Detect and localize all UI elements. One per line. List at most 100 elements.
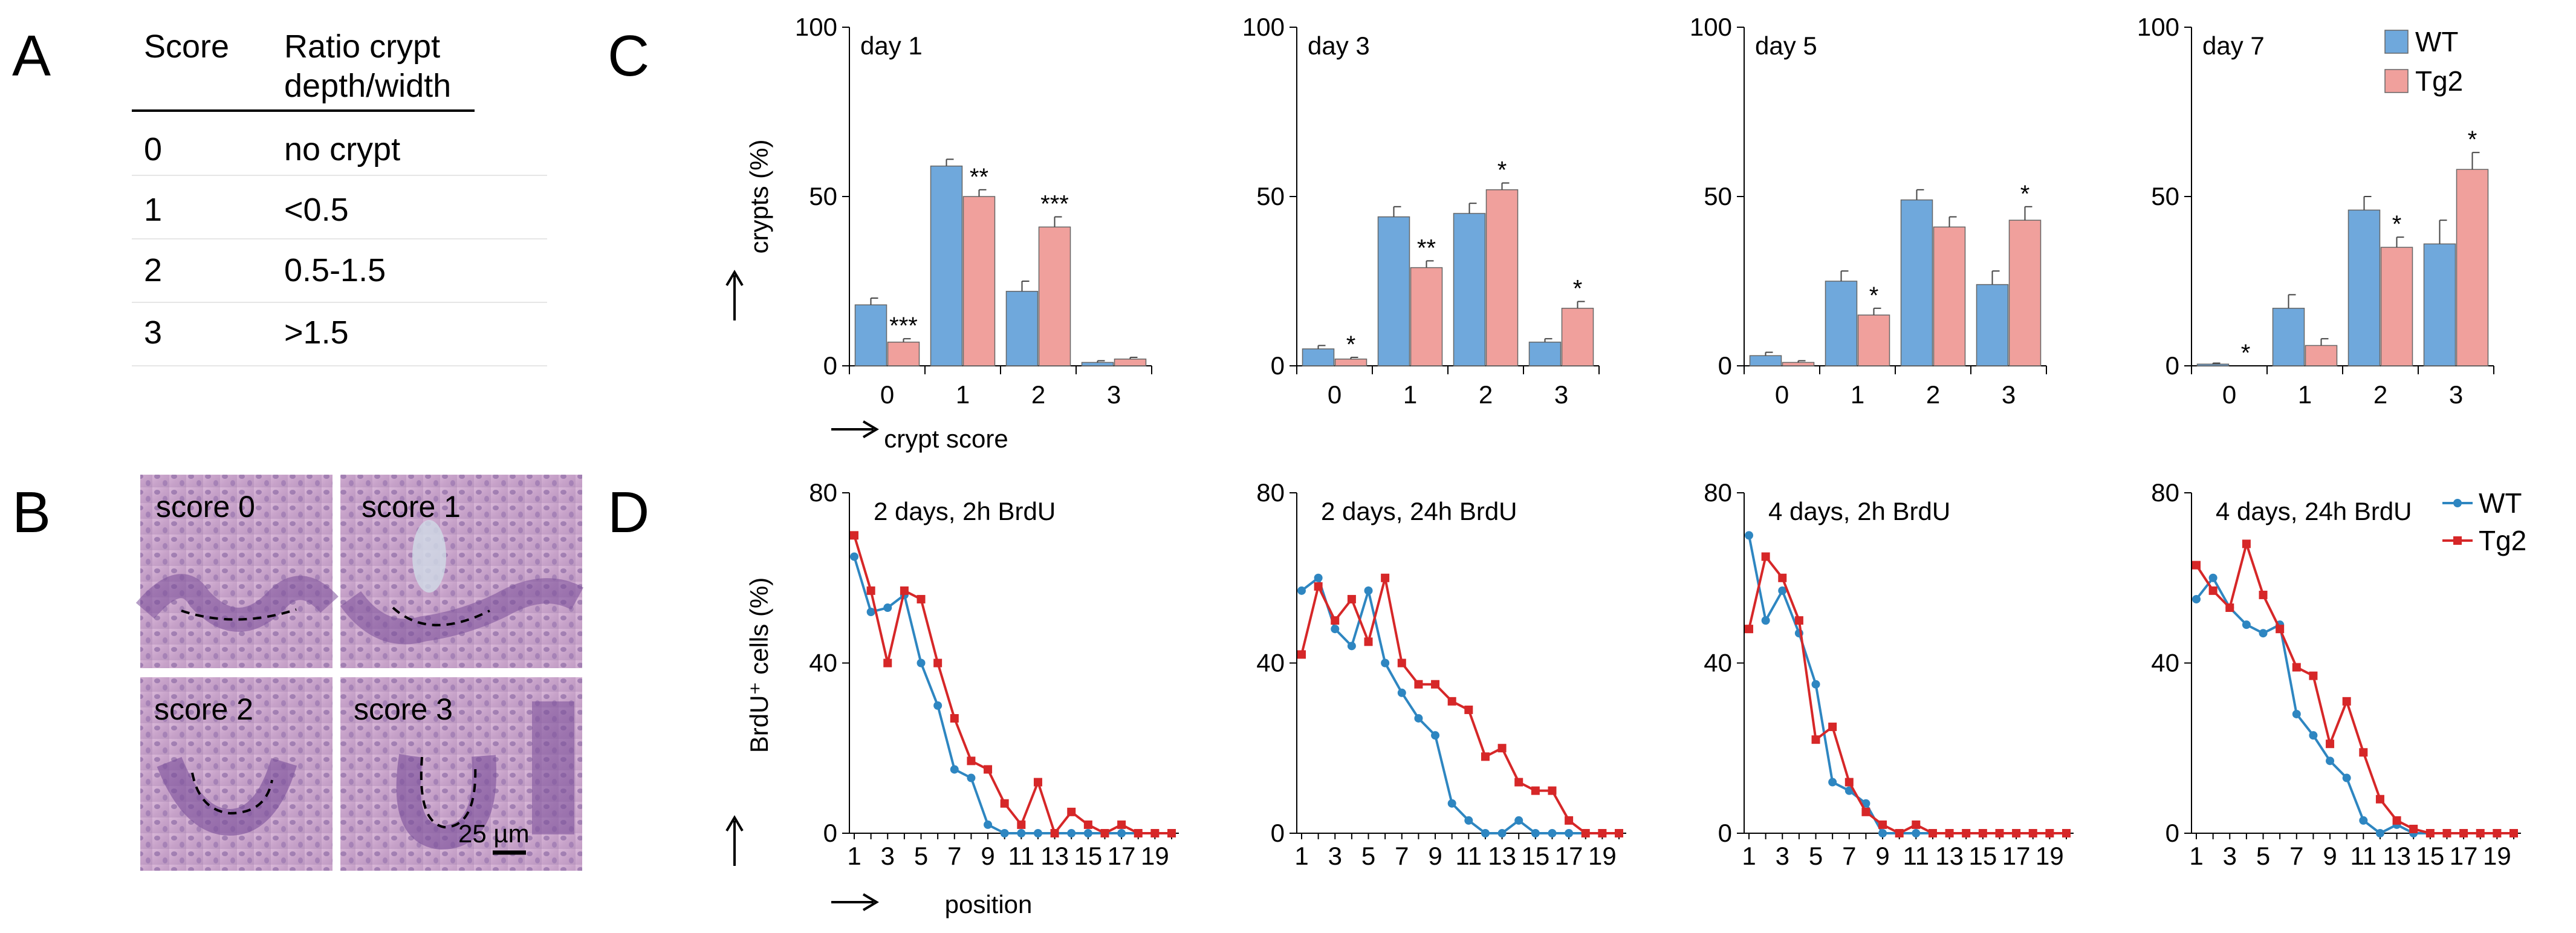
x-tick-label: 19	[1141, 842, 1169, 870]
x-tick-label: 1	[847, 842, 861, 870]
y-tick-label: 80	[2151, 478, 2179, 507]
legend-label: WT	[2479, 487, 2522, 519]
x-tick-label: 0	[1775, 380, 1789, 409]
x-tick-label: 0	[880, 380, 894, 409]
y-tick-label: 0	[2166, 819, 2179, 847]
data-point-wt	[1565, 829, 1574, 837]
bar-wt	[2423, 243, 2456, 366]
data-point-wt	[1761, 616, 1770, 625]
chart-title: day 3	[1308, 31, 1370, 60]
bar-tg2	[1857, 314, 1890, 366]
data-point-tg2	[1497, 744, 1507, 753]
x-tick-label: 7	[1842, 842, 1856, 870]
table-row-ratio: >1.5	[284, 314, 349, 351]
series-line-wt	[2195, 576, 2514, 835]
x-tick-label: 1	[1403, 380, 1417, 409]
y-tick-label: 0	[2166, 351, 2179, 380]
series-line-wt	[1748, 535, 2066, 834]
significance-marker: **	[1417, 235, 1436, 261]
data-point-wt	[1745, 531, 1753, 540]
y-tick-label: 100	[1242, 13, 1285, 41]
data-point-tg2	[1615, 829, 1623, 837]
x-tick-label: 7	[2289, 842, 2303, 870]
x-tick-label: 11	[1008, 842, 1035, 870]
data-point-wt	[1397, 688, 1406, 697]
scale-bar-label: 25 µm	[458, 819, 530, 848]
bar-wt	[1302, 348, 1335, 366]
histology-image-score-3: score 3 25 µm	[340, 677, 582, 871]
data-point-wt	[1347, 642, 1356, 651]
data-point-tg2	[1514, 778, 1523, 787]
x-tick-label: 3	[1328, 842, 1342, 870]
chart-title: 2 days, 2h BrdU	[874, 497, 1056, 525]
data-point-wt	[2342, 773, 2351, 782]
data-point-tg2	[2062, 829, 2071, 837]
x-tick-label: 3	[2002, 380, 2016, 409]
table-row-score: 2	[144, 252, 162, 288]
x-tick-label: 13	[2383, 842, 2411, 870]
x-tick-label: 15	[2416, 842, 2444, 870]
data-point-tg2	[2509, 829, 2518, 837]
data-point-tg2	[1134, 829, 1143, 837]
x-direction-arrow	[831, 893, 879, 911]
bar-tg2	[2305, 345, 2338, 366]
data-point-wt	[1464, 816, 1473, 825]
bar-tg2	[1038, 226, 1071, 366]
data-point-tg2	[1945, 829, 1954, 837]
table-row-ratio: <0.5	[284, 192, 349, 228]
panel-letter-d: D	[608, 480, 649, 545]
bar-tg2	[1782, 362, 1815, 366]
x-tick-label: 15	[1968, 842, 1997, 870]
data-point-tg2	[917, 594, 926, 603]
data-point-tg2	[1167, 829, 1176, 837]
data-point-wt	[1778, 586, 1787, 595]
table-header-ratio-line2: depth/width	[284, 68, 451, 104]
x-tick-label: 17	[2002, 842, 2031, 870]
data-point-tg2	[2342, 697, 2351, 706]
data-point-wt	[866, 608, 875, 617]
legend-label: WT	[2415, 26, 2459, 57]
bar-tg2	[1933, 226, 1966, 366]
x-tick-label: 7	[947, 842, 961, 870]
table-header-score: Score	[144, 28, 229, 65]
data-point-tg2	[933, 658, 942, 668]
score-table: Score Ratio crypt depth/width 0 no crypt…	[132, 28, 547, 366]
data-point-tg2	[1447, 697, 1456, 706]
bar-wt	[1453, 213, 1486, 366]
data-point-tg2	[1811, 735, 1820, 744]
data-point-wt	[883, 603, 892, 613]
data-point-tg2	[866, 586, 875, 595]
data-point-wt	[2192, 594, 2201, 603]
histology-label: score 3	[354, 692, 453, 726]
x-tick-label: 17	[1108, 842, 1136, 870]
data-point-wt	[984, 820, 993, 829]
bar-wt	[930, 165, 963, 366]
chart-title: day 5	[1755, 31, 1817, 60]
data-point-tg2	[1978, 829, 1987, 837]
table-row-ratio: no crypt	[284, 131, 400, 167]
data-point-tg2	[1083, 820, 1092, 829]
bar-tg2	[2008, 219, 2042, 366]
data-point-wt	[1297, 586, 1306, 595]
data-point-tg2	[2012, 829, 2021, 837]
data-point-tg2	[2242, 539, 2251, 548]
data-point-tg2	[2045, 829, 2054, 837]
series-line-tg2	[1300, 577, 1619, 834]
histology-image-score-2: score 2	[140, 677, 333, 871]
chart-title: day 7	[2202, 31, 2265, 60]
bar-wt	[1825, 281, 1858, 366]
x-tick-label: 13	[1040, 842, 1069, 870]
bar-chart: 0 50 100 0 1 2 3 * * * day 7 WT Tg2	[2137, 13, 2494, 409]
data-point-tg2	[1778, 573, 1787, 582]
x-tick-label: 1	[1294, 842, 1308, 870]
axis-arrows	[725, 270, 879, 911]
data-point-wt	[2309, 731, 2318, 740]
data-point-tg2	[2028, 829, 2037, 837]
data-point-tg2	[1331, 616, 1340, 625]
significance-marker: *	[1497, 157, 1507, 184]
y-tick-label: 100	[1690, 13, 1732, 41]
significance-marker: *	[1346, 331, 1356, 358]
